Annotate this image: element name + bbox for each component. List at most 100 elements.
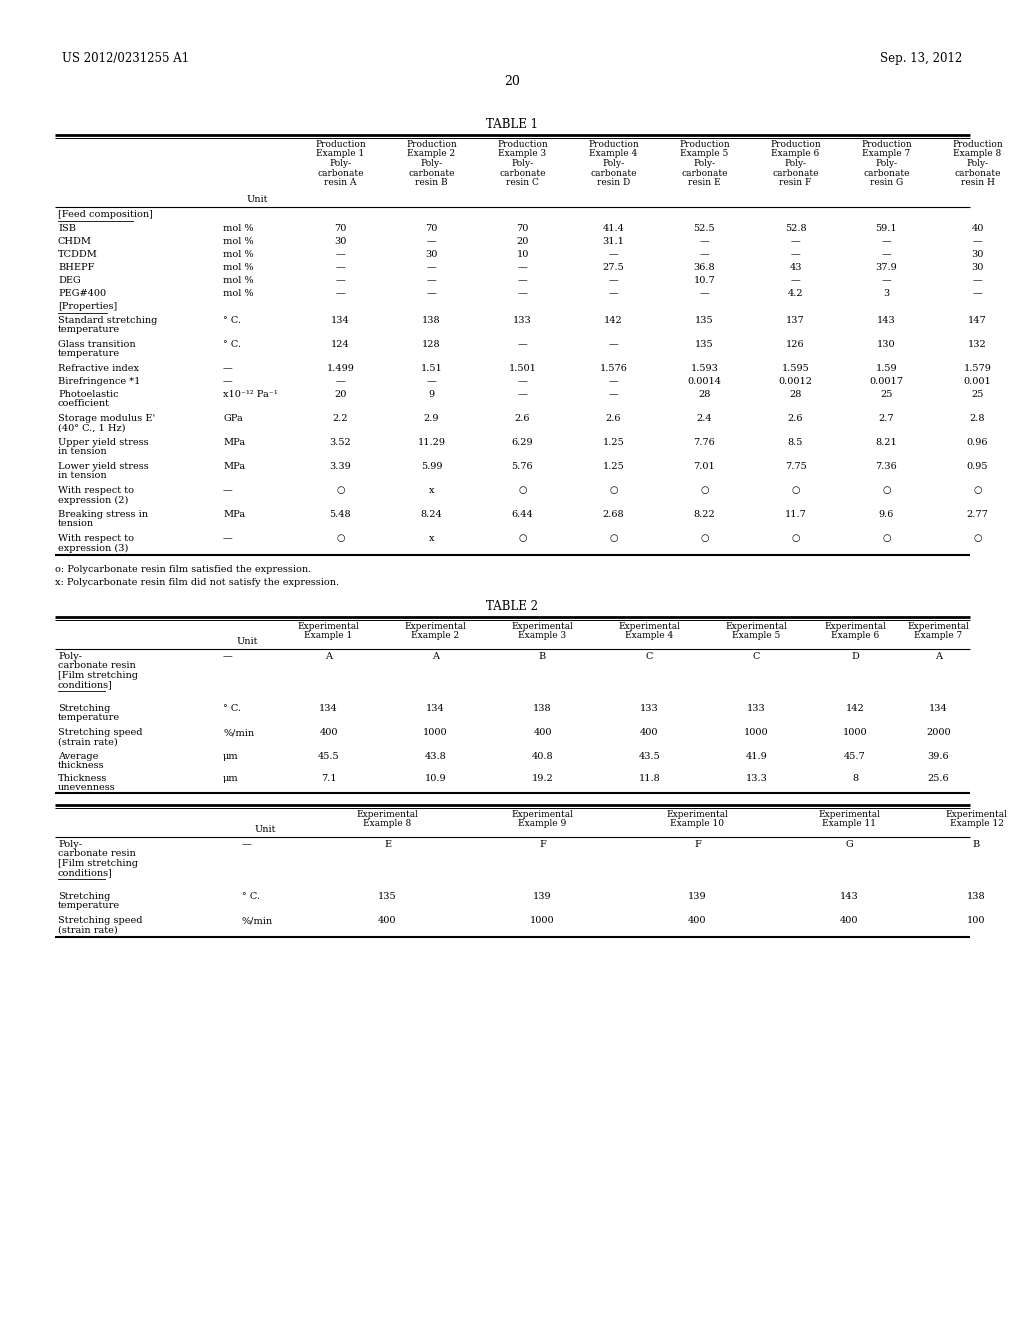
- Text: Production: Production: [952, 140, 1002, 149]
- Text: —: —: [223, 364, 232, 374]
- Text: Example 3: Example 3: [499, 149, 547, 158]
- Text: 13.3: 13.3: [745, 774, 767, 783]
- Text: mol %: mol %: [223, 238, 254, 246]
- Text: 5.99: 5.99: [421, 462, 442, 471]
- Text: A: A: [935, 652, 942, 661]
- Text: —: —: [882, 276, 891, 285]
- Text: 2.4: 2.4: [696, 414, 713, 422]
- Text: 0.96: 0.96: [967, 438, 988, 447]
- Text: ○: ○: [609, 486, 617, 495]
- Text: resin H: resin H: [961, 178, 994, 187]
- Text: 1.25: 1.25: [603, 462, 625, 471]
- Text: Experimental: Experimental: [512, 810, 573, 818]
- Text: —: —: [699, 289, 710, 298]
- Text: Unit: Unit: [247, 195, 268, 205]
- Text: 138: 138: [422, 315, 440, 325]
- Text: 10.9: 10.9: [425, 774, 446, 783]
- Text: 130: 130: [878, 341, 896, 348]
- Text: 5.48: 5.48: [330, 510, 351, 519]
- Text: —: —: [242, 840, 252, 849]
- Text: Sep. 13, 2012: Sep. 13, 2012: [880, 51, 962, 65]
- Text: Example 3: Example 3: [518, 631, 566, 640]
- Text: temperature: temperature: [58, 326, 120, 334]
- Text: 70: 70: [334, 224, 347, 234]
- Text: ° C.: ° C.: [242, 892, 260, 902]
- Text: GPa: GPa: [223, 414, 243, 422]
- Text: —: —: [336, 249, 345, 259]
- Text: carbonate: carbonate: [590, 169, 637, 177]
- Text: —: —: [223, 535, 232, 543]
- Text: TABLE 1: TABLE 1: [486, 117, 538, 131]
- Text: 7.1: 7.1: [321, 774, 336, 783]
- Text: —: —: [517, 378, 527, 385]
- Text: —: —: [882, 238, 891, 246]
- Text: 133: 133: [748, 704, 766, 713]
- Text: 143: 143: [840, 892, 858, 902]
- Text: 2.68: 2.68: [603, 510, 625, 519]
- Text: Example 7: Example 7: [914, 631, 963, 640]
- Text: MPa: MPa: [223, 438, 245, 447]
- Text: Experimental: Experimental: [404, 622, 467, 631]
- Text: 28: 28: [790, 389, 802, 399]
- Text: 0.0014: 0.0014: [687, 378, 722, 385]
- Text: 400: 400: [319, 729, 338, 737]
- Text: 45.7: 45.7: [844, 752, 866, 762]
- Text: Experimental: Experimental: [618, 622, 680, 631]
- Text: %/min: %/min: [223, 729, 254, 737]
- Text: 134: 134: [319, 704, 338, 713]
- Text: 1000: 1000: [843, 729, 867, 737]
- Text: Storage modulus E': Storage modulus E': [58, 414, 156, 422]
- Text: resin E: resin E: [688, 178, 721, 187]
- Text: mol %: mol %: [223, 224, 254, 234]
- Text: 28: 28: [698, 389, 711, 399]
- Text: unevenness: unevenness: [58, 784, 116, 792]
- Text: μm: μm: [223, 774, 239, 783]
- Text: mol %: mol %: [223, 263, 254, 272]
- Text: —: —: [608, 249, 618, 259]
- Text: ○: ○: [700, 535, 709, 543]
- Text: conditions]: conditions]: [58, 681, 113, 689]
- Text: 1.501: 1.501: [509, 364, 537, 374]
- Text: [Film stretching: [Film stretching: [58, 671, 138, 680]
- Text: PEG#400: PEG#400: [58, 289, 106, 298]
- Text: 4.2: 4.2: [787, 289, 803, 298]
- Text: —: —: [517, 276, 527, 285]
- Text: 1.579: 1.579: [964, 364, 991, 374]
- Text: 8.21: 8.21: [876, 438, 897, 447]
- Text: Poly-: Poly-: [421, 158, 442, 168]
- Text: 128: 128: [422, 341, 440, 348]
- Text: 400: 400: [840, 916, 858, 925]
- Text: Refractive index: Refractive index: [58, 364, 139, 374]
- Text: in tension: in tension: [58, 447, 106, 457]
- Text: Example 5: Example 5: [732, 631, 780, 640]
- Text: Poly-: Poly-: [602, 158, 625, 168]
- Text: 8.5: 8.5: [787, 438, 803, 447]
- Text: —: —: [608, 289, 618, 298]
- Text: Photoelastic: Photoelastic: [58, 389, 119, 399]
- Text: carbonate resin: carbonate resin: [58, 661, 136, 671]
- Text: 135: 135: [695, 341, 714, 348]
- Text: 1.59: 1.59: [876, 364, 897, 374]
- Text: 1.595: 1.595: [781, 364, 809, 374]
- Text: 45.5: 45.5: [317, 752, 339, 762]
- Text: BHEPF: BHEPF: [58, 263, 94, 272]
- Text: 43: 43: [790, 263, 802, 272]
- Text: Example 2: Example 2: [408, 149, 456, 158]
- Text: Experimental: Experimental: [726, 622, 787, 631]
- Text: ○: ○: [883, 486, 891, 495]
- Text: μm: μm: [223, 752, 239, 762]
- Text: Experimental: Experimental: [818, 810, 880, 818]
- Text: —: —: [427, 289, 436, 298]
- Text: 2.9: 2.9: [424, 414, 439, 422]
- Text: —: —: [427, 263, 436, 272]
- Text: —: —: [791, 276, 801, 285]
- Text: Production: Production: [588, 140, 639, 149]
- Text: MPa: MPa: [223, 510, 245, 519]
- Text: 400: 400: [640, 729, 658, 737]
- Text: 1.576: 1.576: [600, 364, 628, 374]
- Text: 20: 20: [504, 75, 520, 88]
- Text: D: D: [851, 652, 859, 661]
- Text: 40.8: 40.8: [531, 752, 553, 762]
- Text: Unit: Unit: [254, 825, 275, 834]
- Text: —: —: [427, 378, 436, 385]
